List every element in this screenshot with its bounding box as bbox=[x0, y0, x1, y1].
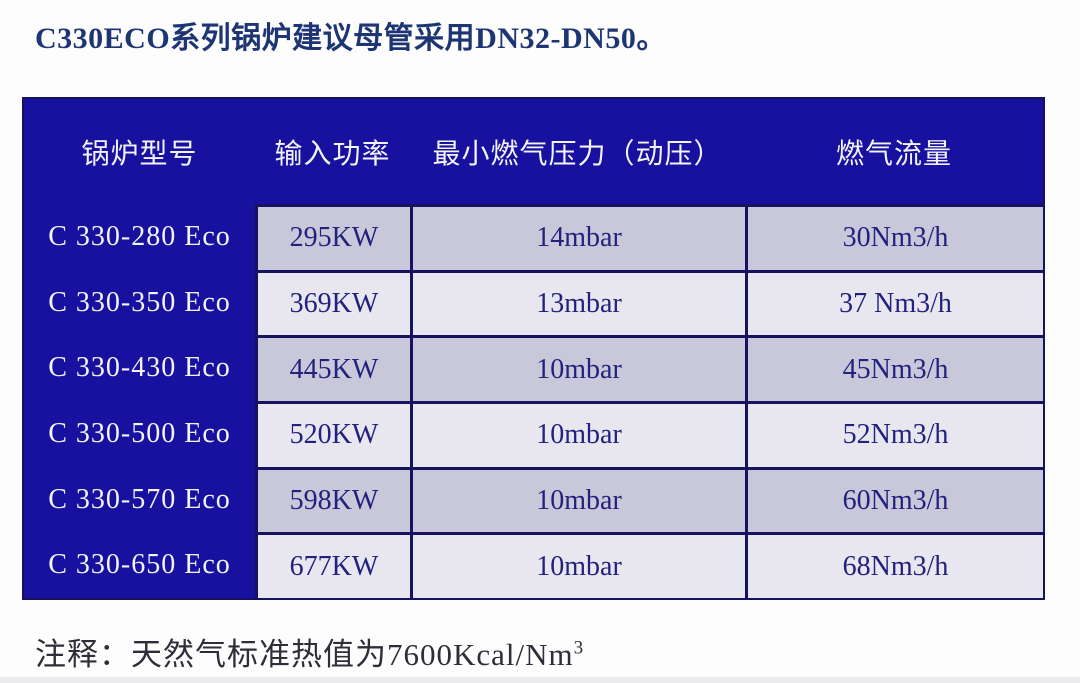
pressure-cell: 10mbar bbox=[413, 338, 745, 401]
header-cell-power: 输入功率 bbox=[274, 137, 391, 169]
data-grid: 295KW 14mbar 30Nm3/h 369KW 13mbar 37 Nm3… bbox=[255, 204, 1043, 598]
footnote: 注释：天然气标准热值为7600Kcal/Nm3 bbox=[35, 629, 584, 674]
model-cell: C 330-500 Eco bbox=[48, 417, 231, 449]
flow-cell: 52Nm3/h bbox=[748, 404, 1043, 467]
flow-cell: 37 Nm3/h bbox=[748, 272, 1043, 336]
power-cell: 369KW bbox=[258, 272, 410, 336]
header-cell-pressure: 最小燃气压力（动压） bbox=[432, 137, 723, 169]
model-cell: C 330-350 Eco bbox=[48, 286, 231, 318]
power-cell: 295KW bbox=[258, 207, 410, 270]
pressure-cell: 13mbar bbox=[413, 272, 745, 336]
model-cell: C 330-280 Eco bbox=[48, 220, 231, 252]
footnote-text: 注释：天然气标准热值为7600Kcal/Nm bbox=[35, 637, 574, 672]
page-title: C330ECO系列锅炉建议母管采用DN32-DN50。 bbox=[35, 22, 667, 55]
model-cell: C 330-430 Eco bbox=[48, 352, 231, 384]
table-body: C 330-280 Eco C 330-350 Eco C 330-430 Ec… bbox=[24, 204, 1043, 598]
boiler-spec-table: 锅炉型号 输入功率 最小燃气压力（动压） 燃气流量 C 330-280 Eco … bbox=[22, 97, 1045, 600]
pressure-cell: 10mbar bbox=[413, 535, 745, 598]
power-cell: 520KW bbox=[258, 404, 410, 467]
power-cell: 677KW bbox=[258, 535, 410, 598]
flow-cell: 68Nm3/h bbox=[748, 535, 1043, 598]
flow-cell: 30Nm3/h bbox=[748, 207, 1043, 270]
pressure-cell: 10mbar bbox=[413, 469, 745, 533]
model-cell: C 330-570 Eco bbox=[48, 483, 231, 515]
flow-cell: 45Nm3/h bbox=[748, 338, 1043, 401]
pressure-cell: 14mbar bbox=[413, 207, 745, 270]
power-cell: 445KW bbox=[258, 338, 410, 401]
table-header-row: 锅炉型号 输入功率 最小燃气压力（动压） 燃气流量 bbox=[24, 99, 1043, 204]
header-cell-flow: 燃气流量 bbox=[835, 137, 952, 169]
model-cell: C 330-650 Eco bbox=[48, 549, 231, 581]
footnote-superscript: 3 bbox=[573, 637, 585, 659]
pressure-cell: 10mbar bbox=[413, 404, 745, 467]
bottom-edge-strip bbox=[0, 677, 1080, 683]
flow-cell: 60Nm3/h bbox=[748, 469, 1043, 533]
header-cell-model: 锅炉型号 bbox=[81, 137, 198, 169]
model-column: C 330-280 Eco C 330-350 Eco C 330-430 Ec… bbox=[24, 204, 255, 598]
power-cell: 598KW bbox=[258, 469, 410, 533]
